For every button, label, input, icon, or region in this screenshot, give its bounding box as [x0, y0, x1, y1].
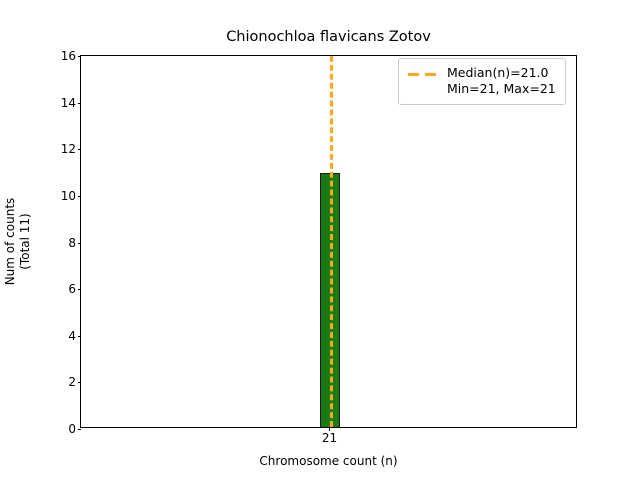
chart-legend: Median(n)=21.0 Min=21, Max=21 [398, 58, 566, 105]
legend-entry-median: Median(n)=21.0 [447, 65, 549, 80]
legend-entry-minmax: Min=21, Max=21 [447, 81, 556, 96]
y-axis-tick-label: 14 [60, 95, 76, 110]
y-axis-tick-label: 12 [60, 142, 76, 157]
plot-area: 0 2 4 6 8 10 12 14 16 21 [61, 50, 577, 445]
y-axis-tick-label: 2 [68, 375, 76, 390]
y-axis-tick-mark [77, 195, 81, 197]
y-axis-tick-label: 10 [60, 188, 76, 203]
chart-title: Chionochloa flavicans Zotov [226, 29, 431, 45]
y-axis-tick-mark [77, 289, 81, 291]
y-axis-tick-mark [77, 149, 81, 151]
x-axis-tick-label: 21 [321, 431, 338, 445]
y-axis-tick-mark [77, 382, 81, 384]
y-axis-label-line-2: (Total 11) [17, 213, 32, 270]
x-axis-tick-mark [328, 427, 330, 431]
y-axis-label-line-1: Num of counts [2, 197, 17, 286]
y-axis-tick-label: 8 [68, 235, 76, 250]
y-axis-tick-mark [77, 429, 81, 430]
y-axis-tick-mark [77, 56, 81, 57]
y-axis-tick-label: 6 [68, 282, 76, 297]
legend-text: Median(n)=21.0 Min=21, Max=21 [447, 65, 556, 97]
y-axis-tick-mark [77, 242, 81, 244]
legend-dashed-line-icon [408, 68, 439, 82]
y-axis-tick-mark [77, 335, 81, 337]
y-axis-label: Num of counts (Total 11) [0, 55, 34, 428]
x-axis-label: Chromosome count (n) [259, 454, 398, 468]
median-line [329, 56, 333, 427]
y-axis-tick-mark [77, 102, 81, 104]
y-axis-tick-label: 4 [68, 328, 76, 343]
plot-inner [81, 56, 576, 427]
y-axis-tick-label: 0 [68, 422, 76, 436]
y-axis-tick-label: 16 [60, 49, 76, 63]
